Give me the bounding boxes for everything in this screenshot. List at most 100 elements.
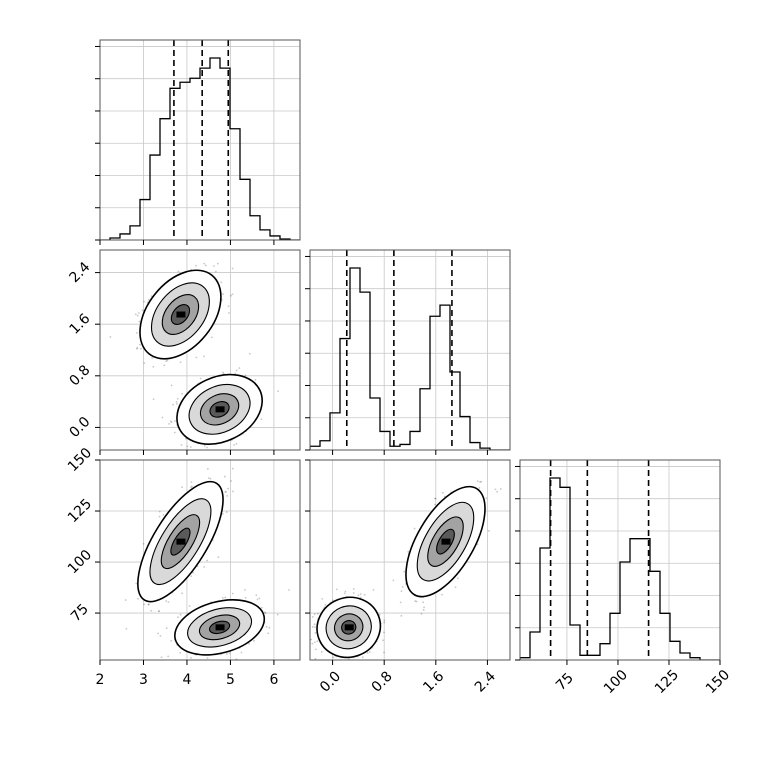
scatter-p0-p2-point (256, 598, 259, 601)
scatter-p0-p2-point (135, 582, 138, 585)
hist-p1-frame (309, 249, 511, 451)
scatter-p0-p1-point (135, 332, 138, 334)
hist-p2-panel (515, 459, 721, 665)
scatter-p1-p2-point (434, 503, 436, 506)
scatter-p0-p2-point (167, 601, 170, 603)
ytick-label-p2-2: 125 (65, 496, 95, 526)
scatter-p1-p2-point (422, 609, 425, 611)
scatter-p0-p1-point (234, 372, 237, 375)
scatter-p0-p1-point (214, 270, 217, 273)
scatter-p0-p1-point (213, 265, 215, 267)
scatter-p0-p1-point (173, 431, 176, 434)
scatter-p1-p2-point (434, 497, 437, 500)
scatter-p1-p2-point (400, 614, 403, 617)
scatter-p1-p2-point (383, 651, 385, 654)
scatter-p0-p1-point (181, 450, 183, 452)
scatter-p1-p2-point (456, 577, 459, 580)
scatter-p1-p2-point (311, 615, 314, 618)
scatter-p0-p1-point (176, 397, 179, 400)
scatter-p1-p2-point (363, 593, 366, 596)
scatter-p1-p2-point (316, 640, 319, 643)
scatter-p0-p1-point (174, 420, 176, 422)
scatter-p0-p2-point (240, 651, 243, 654)
scatter-p1-p2-point (345, 663, 347, 665)
scatter-p1-p2-point (320, 650, 323, 653)
scatter-p0-p1-cluster-0-peak (176, 311, 186, 318)
scatter-p0-p1-point (136, 314, 139, 317)
scatter-p0-p2-point (170, 639, 173, 642)
xtick-label-p2-1: 100 (601, 667, 631, 697)
scatter-p1-p2-point (343, 667, 345, 669)
scatter-p0-p1-point (170, 384, 173, 387)
scatter-p1-p2-point (392, 579, 395, 582)
scatter-p0-p2-point (179, 613, 182, 616)
scatter-p1-p2-point (383, 621, 386, 624)
scatter-p0-p1-point (147, 298, 150, 301)
scatter-p1-p2-point (407, 550, 410, 553)
scatter-p1-p2-point (307, 607, 309, 609)
scatter-p1-p2-point (316, 612, 319, 615)
scatter-p1-p2-point (403, 570, 406, 573)
ytick-label-p2-0: 75 (68, 601, 92, 625)
scatter-p0-p1-point (254, 378, 257, 381)
scatter-p0-p2-point (231, 467, 234, 470)
scatter-p0-p2-point (157, 610, 160, 612)
scatter-p0-p2-point (244, 589, 246, 591)
scatter-p1-p2-point (400, 590, 403, 592)
scatter-p0-p1-point (179, 361, 182, 364)
scatter-p0-p1-point (248, 352, 251, 355)
scatter-p0-p1-point (143, 300, 145, 303)
scatter-p1-p2-point (480, 480, 483, 483)
scatter-p1-p2-point (314, 648, 317, 651)
scatter-p0-p1-point (137, 312, 140, 314)
scatter-p0-p1-point (210, 336, 213, 339)
ytick-label-p2-3: 150 (65, 445, 95, 475)
scatter-p1-p2-point (382, 639, 384, 642)
scatter-p0-p2-point (265, 625, 268, 628)
scatter-p0-p2-point (158, 515, 161, 518)
scatter-p0-p1-point (180, 444, 183, 446)
ytick-label-p1-3: 2.4 (66, 259, 93, 286)
scatter-p0-p1-point (222, 371, 225, 374)
scatter-p0-p1-point (238, 367, 241, 369)
scatter-p0-p2-point (125, 627, 128, 630)
scatter-p0-p2-point (263, 611, 266, 614)
hist-p1-panel-plot-area (310, 250, 510, 450)
scatter-p1-p2-point (357, 668, 359, 670)
scatter-p0-p2-panel-plot-area (100, 460, 300, 660)
scatter-p0-p2-point (248, 642, 250, 645)
scatter-p1-p2-point (478, 486, 481, 489)
scatter-p0-p1-point (189, 446, 192, 448)
scatter-p0-p1-point (134, 313, 137, 316)
scatter-p1-p2-panel (305, 459, 511, 670)
scatter-p0-p2-point (207, 467, 209, 470)
scatter-p0-p2-point (255, 594, 258, 597)
scatter-p0-p2-point (206, 559, 209, 562)
scatter-p0-p1-point (172, 403, 174, 406)
scatter-p0-p2-point (209, 477, 212, 480)
scatter-p1-p2-point (311, 642, 314, 645)
scatter-p0-p1-point (186, 445, 189, 448)
scatter-p0-p1-point (216, 262, 219, 265)
scatter-p0-p2-point (223, 475, 226, 478)
scatter-p1-p2-point (399, 601, 402, 604)
xtick-label-p0-2: 4 (182, 672, 191, 688)
scatter-p0-p2-point (228, 652, 231, 655)
scatter-p0-p1-point (206, 446, 208, 449)
scatter-p1-p2-point (337, 661, 339, 663)
scatter-p1-p2-point (476, 480, 479, 483)
scatter-p1-p2-point (310, 638, 313, 641)
ytick-label-p2-1: 100 (65, 547, 95, 577)
scatter-p1-p2-point (311, 626, 314, 628)
scatter-p0-p2-point (165, 627, 168, 630)
scatter-p0-p2-point (165, 600, 168, 602)
scatter-p1-p2-point (415, 600, 418, 603)
scatter-p0-p1-point (170, 421, 173, 424)
scatter-p0-p2-point (190, 656, 192, 659)
scatter-p0-p1-point (141, 309, 144, 312)
scatter-p0-p1-point (175, 403, 178, 405)
scatter-p1-p2-point (324, 603, 327, 606)
scatter-p0-p1-point (161, 416, 164, 419)
scatter-p0-p2-point (190, 486, 192, 489)
